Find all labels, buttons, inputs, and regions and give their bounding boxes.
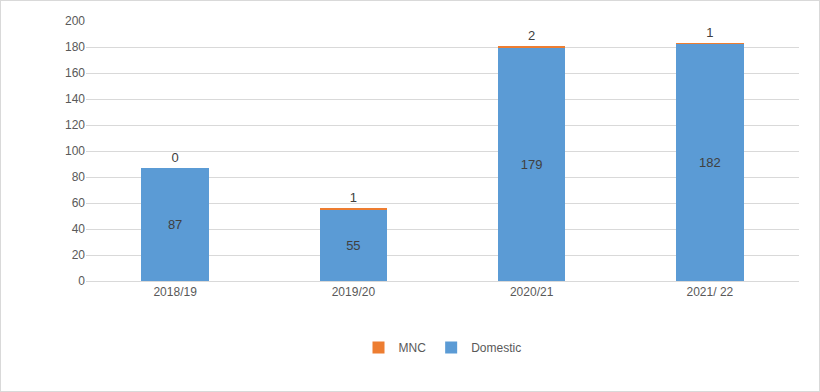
svg-text:182: 182 (699, 155, 721, 170)
svg-text:Domestic: Domestic (471, 341, 521, 355)
svg-text:1: 1 (706, 25, 713, 40)
svg-text:120: 120 (65, 118, 85, 132)
svg-text:180: 180 (65, 40, 85, 54)
svg-text:55: 55 (346, 238, 360, 253)
svg-text:20: 20 (72, 248, 86, 262)
svg-text:1: 1 (350, 190, 357, 205)
svg-text:100: 100 (65, 144, 85, 158)
svg-text:200: 200 (65, 14, 85, 28)
svg-text:MNC: MNC (399, 341, 427, 355)
svg-text:160: 160 (65, 66, 85, 80)
svg-text:87: 87 (168, 217, 182, 232)
svg-text:80: 80 (72, 170, 86, 184)
svg-text:2020/21: 2020/21 (510, 285, 554, 299)
svg-text:0: 0 (78, 274, 85, 288)
svg-text:2021/ 22: 2021/ 22 (687, 285, 734, 299)
svg-text:179: 179 (521, 157, 543, 172)
svg-text:60: 60 (72, 196, 86, 210)
svg-text:2018/19: 2018/19 (153, 285, 197, 299)
svg-text:40: 40 (72, 222, 86, 236)
svg-text:0: 0 (172, 150, 179, 165)
svg-text:2: 2 (528, 28, 535, 43)
svg-text:2019/20: 2019/20 (332, 285, 376, 299)
svg-text:140: 140 (65, 92, 85, 106)
